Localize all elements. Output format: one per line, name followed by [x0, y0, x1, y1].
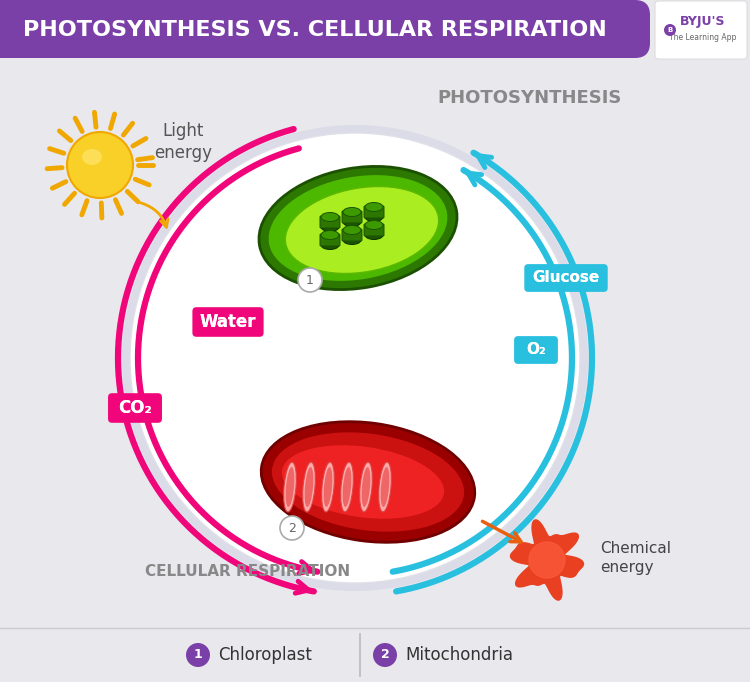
Ellipse shape: [321, 213, 339, 222]
Circle shape: [373, 643, 397, 667]
Ellipse shape: [362, 467, 370, 507]
Ellipse shape: [261, 421, 475, 542]
Text: Glucose: Glucose: [532, 271, 600, 286]
FancyBboxPatch shape: [364, 206, 384, 218]
Text: O₂: O₂: [526, 342, 546, 357]
Ellipse shape: [365, 220, 383, 230]
Ellipse shape: [343, 467, 351, 507]
FancyBboxPatch shape: [342, 211, 362, 223]
Ellipse shape: [381, 467, 389, 507]
Text: Water: Water: [200, 313, 256, 331]
Text: CO₂: CO₂: [118, 399, 152, 417]
Ellipse shape: [259, 166, 457, 290]
Text: BYJU'S: BYJU'S: [680, 16, 726, 29]
Polygon shape: [529, 542, 565, 578]
Ellipse shape: [322, 462, 334, 512]
Text: Glucose: Glucose: [532, 271, 600, 286]
Ellipse shape: [379, 462, 392, 512]
FancyBboxPatch shape: [320, 216, 340, 228]
Ellipse shape: [365, 203, 383, 211]
Text: Water: Water: [200, 313, 256, 331]
Text: B: B: [668, 27, 673, 33]
Ellipse shape: [304, 467, 313, 507]
Text: O₂: O₂: [526, 342, 546, 357]
Circle shape: [130, 133, 580, 583]
Ellipse shape: [365, 231, 383, 239]
Ellipse shape: [82, 149, 102, 165]
Text: PHOTOSYNTHESIS VS. CELLULAR RESPIRATION: PHOTOSYNTHESIS VS. CELLULAR RESPIRATION: [23, 20, 607, 40]
FancyBboxPatch shape: [655, 1, 747, 59]
Ellipse shape: [343, 226, 361, 235]
Text: Mitochondria: Mitochondria: [405, 646, 513, 664]
Ellipse shape: [321, 231, 339, 239]
FancyBboxPatch shape: [320, 234, 340, 246]
Text: PHOTOSYNTHESIS: PHOTOSYNTHESIS: [438, 89, 622, 107]
Ellipse shape: [343, 218, 361, 226]
Circle shape: [122, 125, 588, 591]
FancyBboxPatch shape: [342, 229, 362, 241]
Text: CO₂: CO₂: [118, 399, 152, 417]
Text: 1: 1: [306, 273, 314, 286]
Ellipse shape: [340, 462, 353, 512]
Ellipse shape: [286, 467, 294, 507]
Text: 2: 2: [288, 522, 296, 535]
FancyBboxPatch shape: [0, 0, 200, 58]
Ellipse shape: [321, 241, 339, 250]
Circle shape: [67, 132, 133, 198]
Circle shape: [664, 24, 676, 36]
Text: CELLULAR RESPIRATION: CELLULAR RESPIRATION: [146, 565, 350, 580]
Ellipse shape: [343, 207, 361, 216]
Ellipse shape: [343, 235, 361, 245]
FancyBboxPatch shape: [193, 307, 263, 337]
Text: Light
energy: Light energy: [154, 122, 212, 162]
FancyBboxPatch shape: [514, 336, 558, 364]
Polygon shape: [511, 520, 584, 600]
Text: Chloroplast: Chloroplast: [218, 646, 312, 664]
Ellipse shape: [321, 222, 339, 231]
Ellipse shape: [365, 213, 383, 222]
Ellipse shape: [360, 462, 372, 512]
FancyBboxPatch shape: [108, 394, 162, 423]
Ellipse shape: [303, 462, 315, 512]
Text: 1: 1: [194, 649, 202, 662]
Ellipse shape: [281, 445, 445, 520]
Text: Chemical
energy: Chemical energy: [600, 541, 671, 576]
Ellipse shape: [268, 175, 448, 282]
Ellipse shape: [285, 186, 439, 273]
Circle shape: [298, 268, 322, 292]
Ellipse shape: [284, 462, 296, 512]
FancyBboxPatch shape: [364, 224, 384, 236]
Ellipse shape: [324, 467, 332, 507]
Text: The Learning App: The Learning App: [669, 33, 736, 42]
Text: 2: 2: [380, 649, 389, 662]
FancyBboxPatch shape: [0, 0, 650, 58]
FancyBboxPatch shape: [524, 264, 608, 292]
Circle shape: [280, 516, 304, 540]
Ellipse shape: [272, 432, 465, 533]
Circle shape: [186, 643, 210, 667]
